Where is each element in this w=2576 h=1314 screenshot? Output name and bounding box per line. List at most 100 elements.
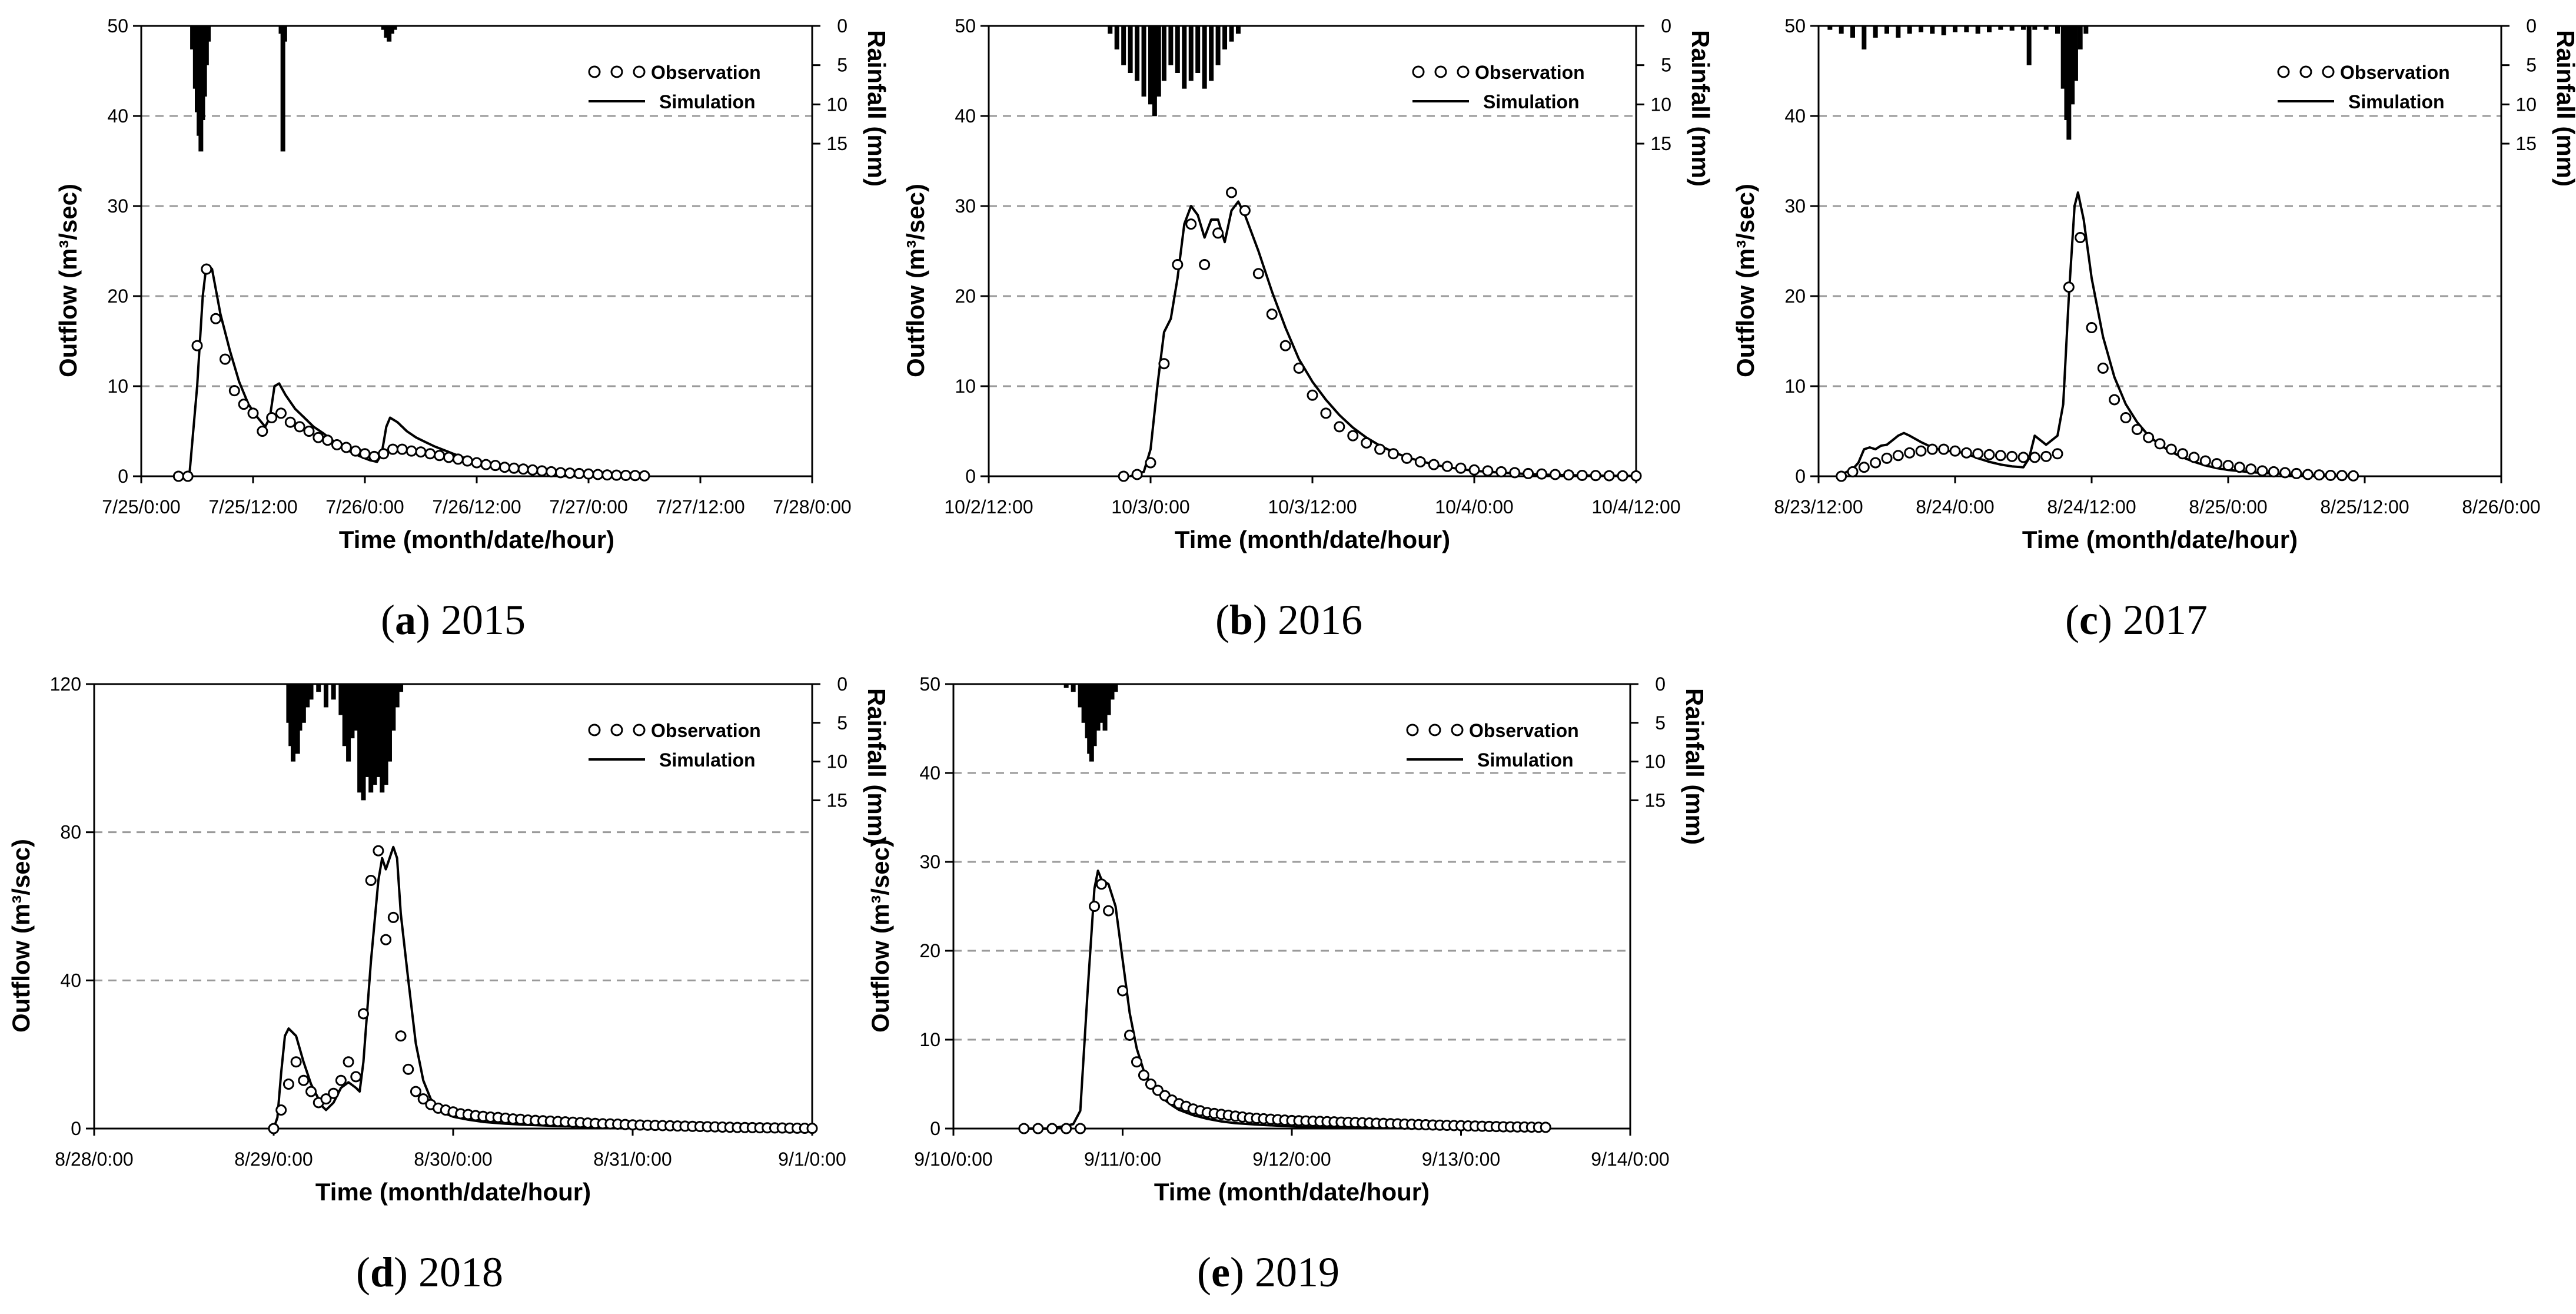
rain-bar (364, 684, 370, 777)
chart-c: 0 10 20 30 40 50 0 5 10 15 8/23/12:00 8/24/0:00 8/24… (1731, 15, 2576, 643)
observation-point (1509, 467, 1521, 479)
observation-point (2143, 432, 2155, 443)
rain-bar (387, 26, 392, 42)
observation-point (1212, 227, 1224, 239)
rain-bar (372, 684, 377, 785)
rain-bar (1114, 26, 1119, 49)
observation-point (201, 263, 212, 275)
rain-bar (1175, 26, 1180, 73)
y-tick-label: 20 (919, 940, 940, 961)
observation-point (555, 467, 566, 479)
panel-caption: (c) 2017 (2065, 596, 2208, 643)
panel-caption: (a) 2015 (381, 596, 526, 643)
rain-bar (1827, 26, 1833, 30)
rain-bar (1229, 26, 1234, 42)
observation-point (806, 1123, 818, 1134)
rain-tick-label: 0 (2526, 15, 2537, 36)
rain-bar (1078, 684, 1083, 708)
caption-paren-open: ( (356, 1249, 370, 1296)
observation-point (2256, 465, 2268, 477)
rain-bar (1873, 26, 1878, 38)
x-tick-label: 10/3/0:00 (1111, 496, 1189, 517)
rain-bar (297, 684, 303, 731)
observation-point (1983, 449, 1995, 460)
rain-bar (391, 684, 396, 731)
observation-point (1252, 268, 1264, 280)
rain-bar (1998, 26, 2003, 30)
rain-bar (398, 684, 404, 692)
rain-tick-label: 10 (2515, 94, 2537, 115)
rain-bar (384, 26, 389, 38)
observation-point (1617, 470, 1628, 482)
simulation-line (1023, 870, 1546, 1130)
observation-point (1096, 878, 1108, 890)
rain-tick-label: 5 (1655, 712, 1666, 734)
observation-point (378, 448, 390, 460)
chart-a: 0 10 20 30 40 50 0 5 10 15 7/25/0:00 7/25/12:00 7/26… (54, 15, 890, 643)
x-tick-label: 7/28/0:00 (773, 496, 851, 517)
observation-point (303, 426, 315, 437)
observation-point (536, 465, 548, 477)
x-tick-label: 7/25/12:00 (208, 496, 297, 517)
y-tick-label: 20 (107, 286, 128, 307)
legend-observation-marker (2299, 65, 2312, 78)
rain-bar (361, 684, 366, 801)
legend-simulation-label: Simulation (659, 91, 756, 112)
rain-bar (381, 26, 386, 30)
observation-point (2063, 281, 2075, 293)
observation-point (1361, 437, 1372, 449)
x-tick-label: 8/26/0:00 (2462, 496, 2540, 517)
rain-bar (308, 684, 314, 700)
observation-point (2120, 412, 2132, 424)
plot-frame (1817, 25, 2502, 477)
y-tick-label: 30 (107, 195, 128, 217)
observation-point (1172, 258, 1184, 270)
rain-bar (387, 684, 392, 762)
observation-point (1347, 430, 1359, 442)
observation-point (2040, 450, 2052, 462)
rain-bar (1063, 684, 1069, 688)
x-tick-label: 7/27/12:00 (656, 496, 744, 517)
rain-bar (1182, 26, 1187, 89)
observation-point (305, 1086, 317, 1097)
legend-simulation-label: Simulation (1483, 91, 1580, 112)
caption-paren-open: ( (381, 596, 395, 643)
rain-tick-label: 5 (837, 712, 847, 734)
rain-bar (1975, 26, 1980, 34)
rain-bar (1896, 26, 1901, 38)
observation-point (1482, 465, 1494, 477)
observation-point (1926, 443, 1938, 455)
observation-point (1995, 450, 2006, 462)
chart-d: 0 40 80 120 0 5 10 15 8/28/0:00 8/29/0:00 8/30/0:0… (7, 673, 890, 1296)
observation-point (220, 353, 231, 365)
rain-tick-label: 10 (826, 94, 847, 115)
x-axis-label: Time (month/date/hour) (2022, 526, 2298, 553)
rain-bar (375, 684, 381, 777)
observation-point (2165, 443, 2177, 455)
observation-point (340, 442, 352, 453)
x-tick-label: 7/26/12:00 (432, 496, 521, 517)
observation-point (1870, 457, 1882, 469)
observation-point (313, 432, 324, 443)
observation-point (2336, 470, 2348, 482)
legend-observation-marker (1428, 724, 1441, 736)
y-tick-label: 10 (955, 376, 976, 397)
observation-point (1881, 452, 1893, 464)
observation-point (1915, 445, 1927, 457)
observation-point (2052, 448, 2063, 460)
observation-point (2029, 452, 2040, 463)
rain-bar (1081, 684, 1086, 723)
observation-point (1032, 1123, 1044, 1134)
legend-observation-marker (588, 724, 601, 736)
rain-bar (1188, 26, 1194, 81)
caption-paren-open: ( (1215, 596, 1229, 643)
observation-point (172, 470, 184, 482)
observation-point (387, 911, 399, 923)
caption-letter: e (1211, 1249, 1230, 1296)
rain-bar (282, 26, 287, 42)
observation-point (350, 1071, 362, 1083)
observation-point (1468, 464, 1480, 476)
x-tick-label: 10/4/12:00 (1591, 496, 1680, 517)
observation-point (1046, 1123, 1058, 1134)
observation-point (257, 426, 268, 437)
